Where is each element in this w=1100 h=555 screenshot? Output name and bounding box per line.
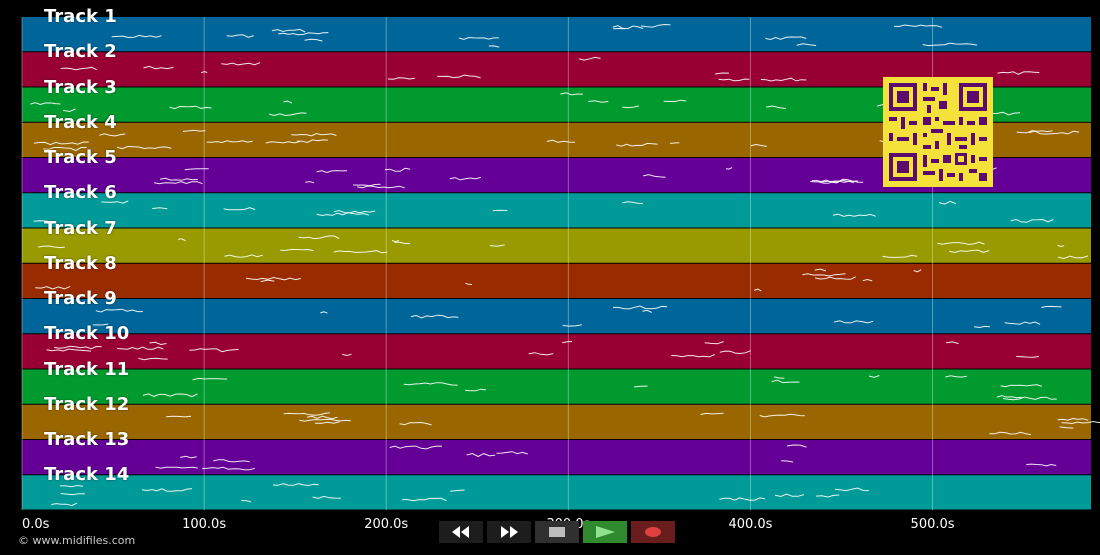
copyright-text: © www.midifiles.com: [18, 534, 136, 547]
track-lane-10[interactable]: [22, 334, 1091, 369]
stop-button[interactable]: [535, 521, 579, 543]
note-marks: [29, 23, 1100, 507]
play-button[interactable]: [583, 521, 627, 543]
track-lane-7[interactable]: [22, 228, 1091, 263]
stop-icon: [549, 527, 565, 537]
track-label-3: Track 3: [44, 76, 117, 98]
track-lane-6[interactable]: [22, 193, 1091, 228]
time-tick-label: 100.0s: [182, 517, 227, 532]
track-label-2: Track 2: [44, 41, 117, 63]
track-lane-13[interactable]: [22, 440, 1091, 475]
playback-controls: [439, 521, 675, 543]
track-lane-8[interactable]: [22, 263, 1091, 298]
track-label-12: Track 12: [44, 393, 130, 415]
time-tick-label: 200.0s: [364, 517, 409, 532]
rewind-icon: [452, 526, 469, 538]
fast-forward-button[interactable]: [487, 521, 531, 543]
track-lane-9[interactable]: [22, 299, 1091, 334]
track-label-6: Track 6: [44, 182, 117, 204]
time-tick-label: 400.0s: [728, 517, 773, 532]
track-lane-14[interactable]: [22, 475, 1091, 510]
rewind-button[interactable]: [439, 521, 483, 543]
time-tick-label: 0.0s: [22, 517, 50, 532]
track-label-9: Track 9: [44, 288, 117, 309]
record-button[interactable]: [631, 521, 675, 543]
track-lane-11[interactable]: [22, 369, 1091, 404]
track-label-5: Track 5: [44, 147, 117, 168]
track-label-14: Track 14: [44, 464, 130, 486]
track-label-7: Track 7: [44, 217, 117, 239]
track-label-10: Track 10: [44, 323, 130, 345]
play-icon: [596, 526, 615, 538]
fast-forward-icon: [501, 526, 518, 538]
time-tick-label: 500.0s: [910, 517, 955, 532]
track-label-8: Track 8: [44, 252, 117, 274]
qr-code: [883, 77, 993, 187]
track-lane-12[interactable]: [22, 404, 1091, 439]
track-label-4: Track 4: [44, 111, 117, 133]
track-lane-1[interactable]: [22, 17, 1091, 52]
record-icon: [645, 527, 661, 537]
track-label-13: Track 13: [44, 429, 130, 450]
track-label-11: Track 11: [44, 358, 130, 380]
track-label-1: Track 1: [44, 6, 117, 27]
